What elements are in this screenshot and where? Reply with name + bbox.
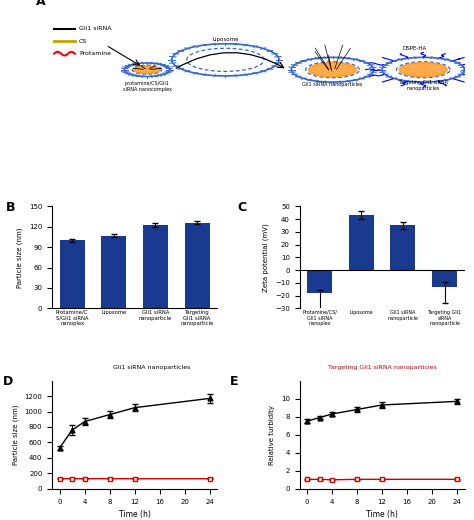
Y-axis label: Relative turbidity: Relative turbidity	[269, 405, 275, 465]
Bar	[349, 215, 374, 270]
Bar	[391, 226, 415, 270]
Text: Gli1 siRNA: Gli1 siRNA	[79, 27, 111, 31]
Text: Liposome: Liposome	[212, 37, 238, 42]
Text: C: C	[237, 201, 246, 214]
Bar	[432, 270, 457, 287]
Y-axis label: Zeta potential (mV): Zeta potential (mV)	[263, 223, 269, 292]
Text: DSPE-HA: DSPE-HA	[403, 46, 427, 51]
Text: Targeting Gli1 siRNA nanoparticles: Targeting Gli1 siRNA nanoparticles	[328, 365, 437, 370]
Y-axis label: Particle size (nm): Particle size (nm)	[12, 405, 19, 465]
Circle shape	[134, 66, 160, 74]
Bar	[307, 270, 332, 293]
Text: D: D	[3, 375, 13, 388]
Text: A: A	[36, 0, 46, 8]
Bar	[60, 240, 85, 308]
Text: Protamine: Protamine	[79, 51, 111, 56]
Circle shape	[400, 62, 447, 77]
Bar	[143, 225, 168, 308]
Bar	[184, 223, 210, 308]
X-axis label: Time (h): Time (h)	[118, 510, 151, 519]
Text: Targeting Gli1 siRNA
nanoparticles: Targeting Gli1 siRNA nanoparticles	[398, 80, 448, 91]
Text: CS: CS	[79, 39, 87, 44]
Text: B: B	[6, 201, 16, 214]
Text: Gli1 siRNA nanoparticles: Gli1 siRNA nanoparticles	[113, 365, 191, 370]
Text: Gli1 siRNA nanoparticles: Gli1 siRNA nanoparticles	[302, 82, 363, 87]
Circle shape	[309, 62, 356, 77]
X-axis label: Time (h): Time (h)	[366, 510, 398, 519]
Bar	[101, 236, 126, 308]
Y-axis label: Particle size (nm): Particle size (nm)	[17, 227, 24, 288]
Text: protamine/CS/Gli1
siRNA nanocomplex: protamine/CS/Gli1 siRNA nanocomplex	[123, 81, 172, 92]
Text: E: E	[230, 375, 239, 388]
